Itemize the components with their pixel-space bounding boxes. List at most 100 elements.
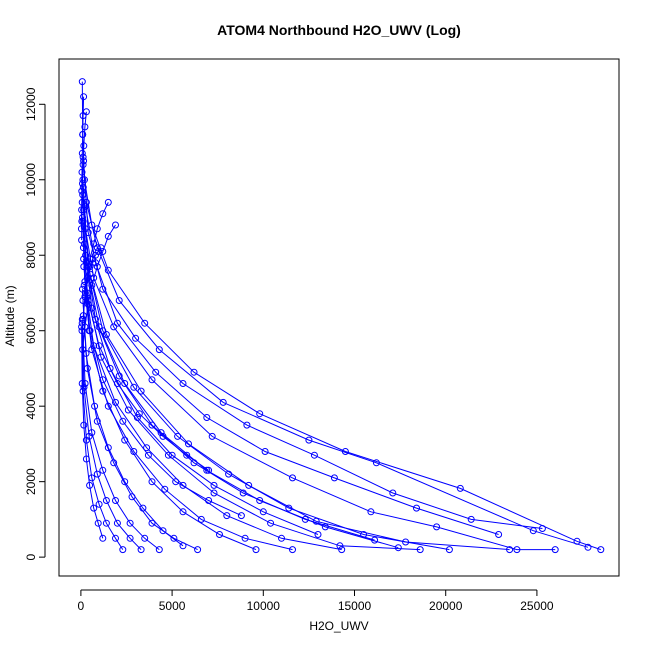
data-point [115, 297, 123, 304]
data-point [88, 304, 96, 312]
data-point [216, 531, 223, 538]
x-tick-label: 20000 [429, 599, 463, 613]
data-point [93, 263, 101, 271]
data-point [112, 221, 119, 229]
data-point [285, 504, 293, 512]
data-point [119, 546, 127, 554]
data-point [155, 346, 163, 354]
data-point [170, 534, 178, 542]
data-point [121, 436, 129, 444]
data-point [371, 536, 379, 544]
data-point [119, 417, 127, 425]
data-point [179, 481, 187, 489]
data-point [161, 485, 169, 493]
data-point [245, 481, 253, 489]
axes-layer: 0 5000 10000 15000 20000 25000 0 2000 4000 6000 80… [24, 58, 620, 613]
data-point [152, 368, 160, 376]
data-point [252, 546, 260, 554]
data-point [208, 432, 216, 440]
data-point [95, 500, 103, 508]
data-point [243, 421, 251, 429]
data-point [80, 421, 88, 429]
data-point [278, 534, 285, 542]
data-point [159, 432, 167, 440]
data-point [289, 546, 296, 554]
data-point [104, 444, 112, 452]
data-point [259, 508, 267, 516]
y-tick-label: 0 [24, 553, 38, 560]
data-point [301, 515, 309, 523]
data-point [79, 161, 87, 169]
data-point [237, 512, 245, 520]
data-point [205, 466, 213, 474]
data-point [104, 198, 112, 206]
data-point [168, 451, 176, 459]
data-point [79, 180, 86, 187]
data-point [256, 410, 264, 418]
data-point [239, 489, 247, 497]
data-point [179, 542, 187, 550]
data-point [104, 232, 112, 240]
x-tick-label: 25000 [520, 599, 554, 613]
data-point [80, 93, 88, 101]
data-point [132, 334, 140, 342]
series-line [82, 247, 209, 471]
data-point [314, 531, 322, 538]
series-line [81, 81, 601, 551]
data-point [99, 285, 107, 293]
data-point [495, 531, 503, 538]
data-point [112, 497, 119, 504]
data-point [219, 398, 227, 406]
data-point [78, 149, 86, 157]
data-point [130, 383, 138, 391]
data-point [197, 515, 205, 523]
chart-title: ATOM4 Northbound H2O_UWV (Log) [217, 22, 461, 38]
data-point [88, 281, 96, 289]
data-point [89, 255, 97, 263]
data-point [137, 387, 145, 395]
data-point [86, 481, 94, 489]
data-point [597, 546, 605, 554]
data-point [172, 478, 180, 486]
data-point [148, 478, 156, 486]
data-point [106, 364, 114, 372]
data-point [79, 244, 87, 252]
data-point [445, 546, 453, 554]
series-line [83, 266, 242, 517]
data-point [261, 448, 269, 455]
data-point [93, 470, 101, 478]
data-point [95, 323, 103, 331]
data-point [179, 508, 187, 516]
data-point [174, 432, 182, 440]
series-line [83, 285, 293, 551]
y-tick-label: 8000 [24, 242, 38, 269]
data-point [84, 300, 92, 308]
data-point [93, 244, 101, 252]
data-point [86, 327, 94, 335]
data-point [148, 519, 156, 527]
data-point [456, 484, 464, 492]
x-tick-label: 0 [78, 599, 85, 613]
data-point [584, 543, 592, 551]
data-point [91, 402, 99, 410]
plot-frame [58, 58, 620, 577]
data-point [80, 383, 88, 391]
data-point [144, 451, 152, 459]
y-tick-label: 6000 [24, 317, 38, 344]
x-tick-label: 15000 [338, 599, 372, 613]
series-line [83, 209, 510, 551]
series-layer [77, 78, 605, 554]
data-point [94, 519, 102, 527]
data-point [372, 459, 380, 467]
data-point [394, 544, 402, 552]
data-point [93, 225, 101, 233]
data-point [78, 206, 86, 214]
data-point [81, 323, 89, 331]
data-point [78, 236, 86, 244]
data-point [467, 515, 475, 523]
data-point [78, 78, 86, 86]
data-point [413, 504, 420, 512]
data-point [183, 451, 191, 459]
data-point [99, 248, 107, 255]
